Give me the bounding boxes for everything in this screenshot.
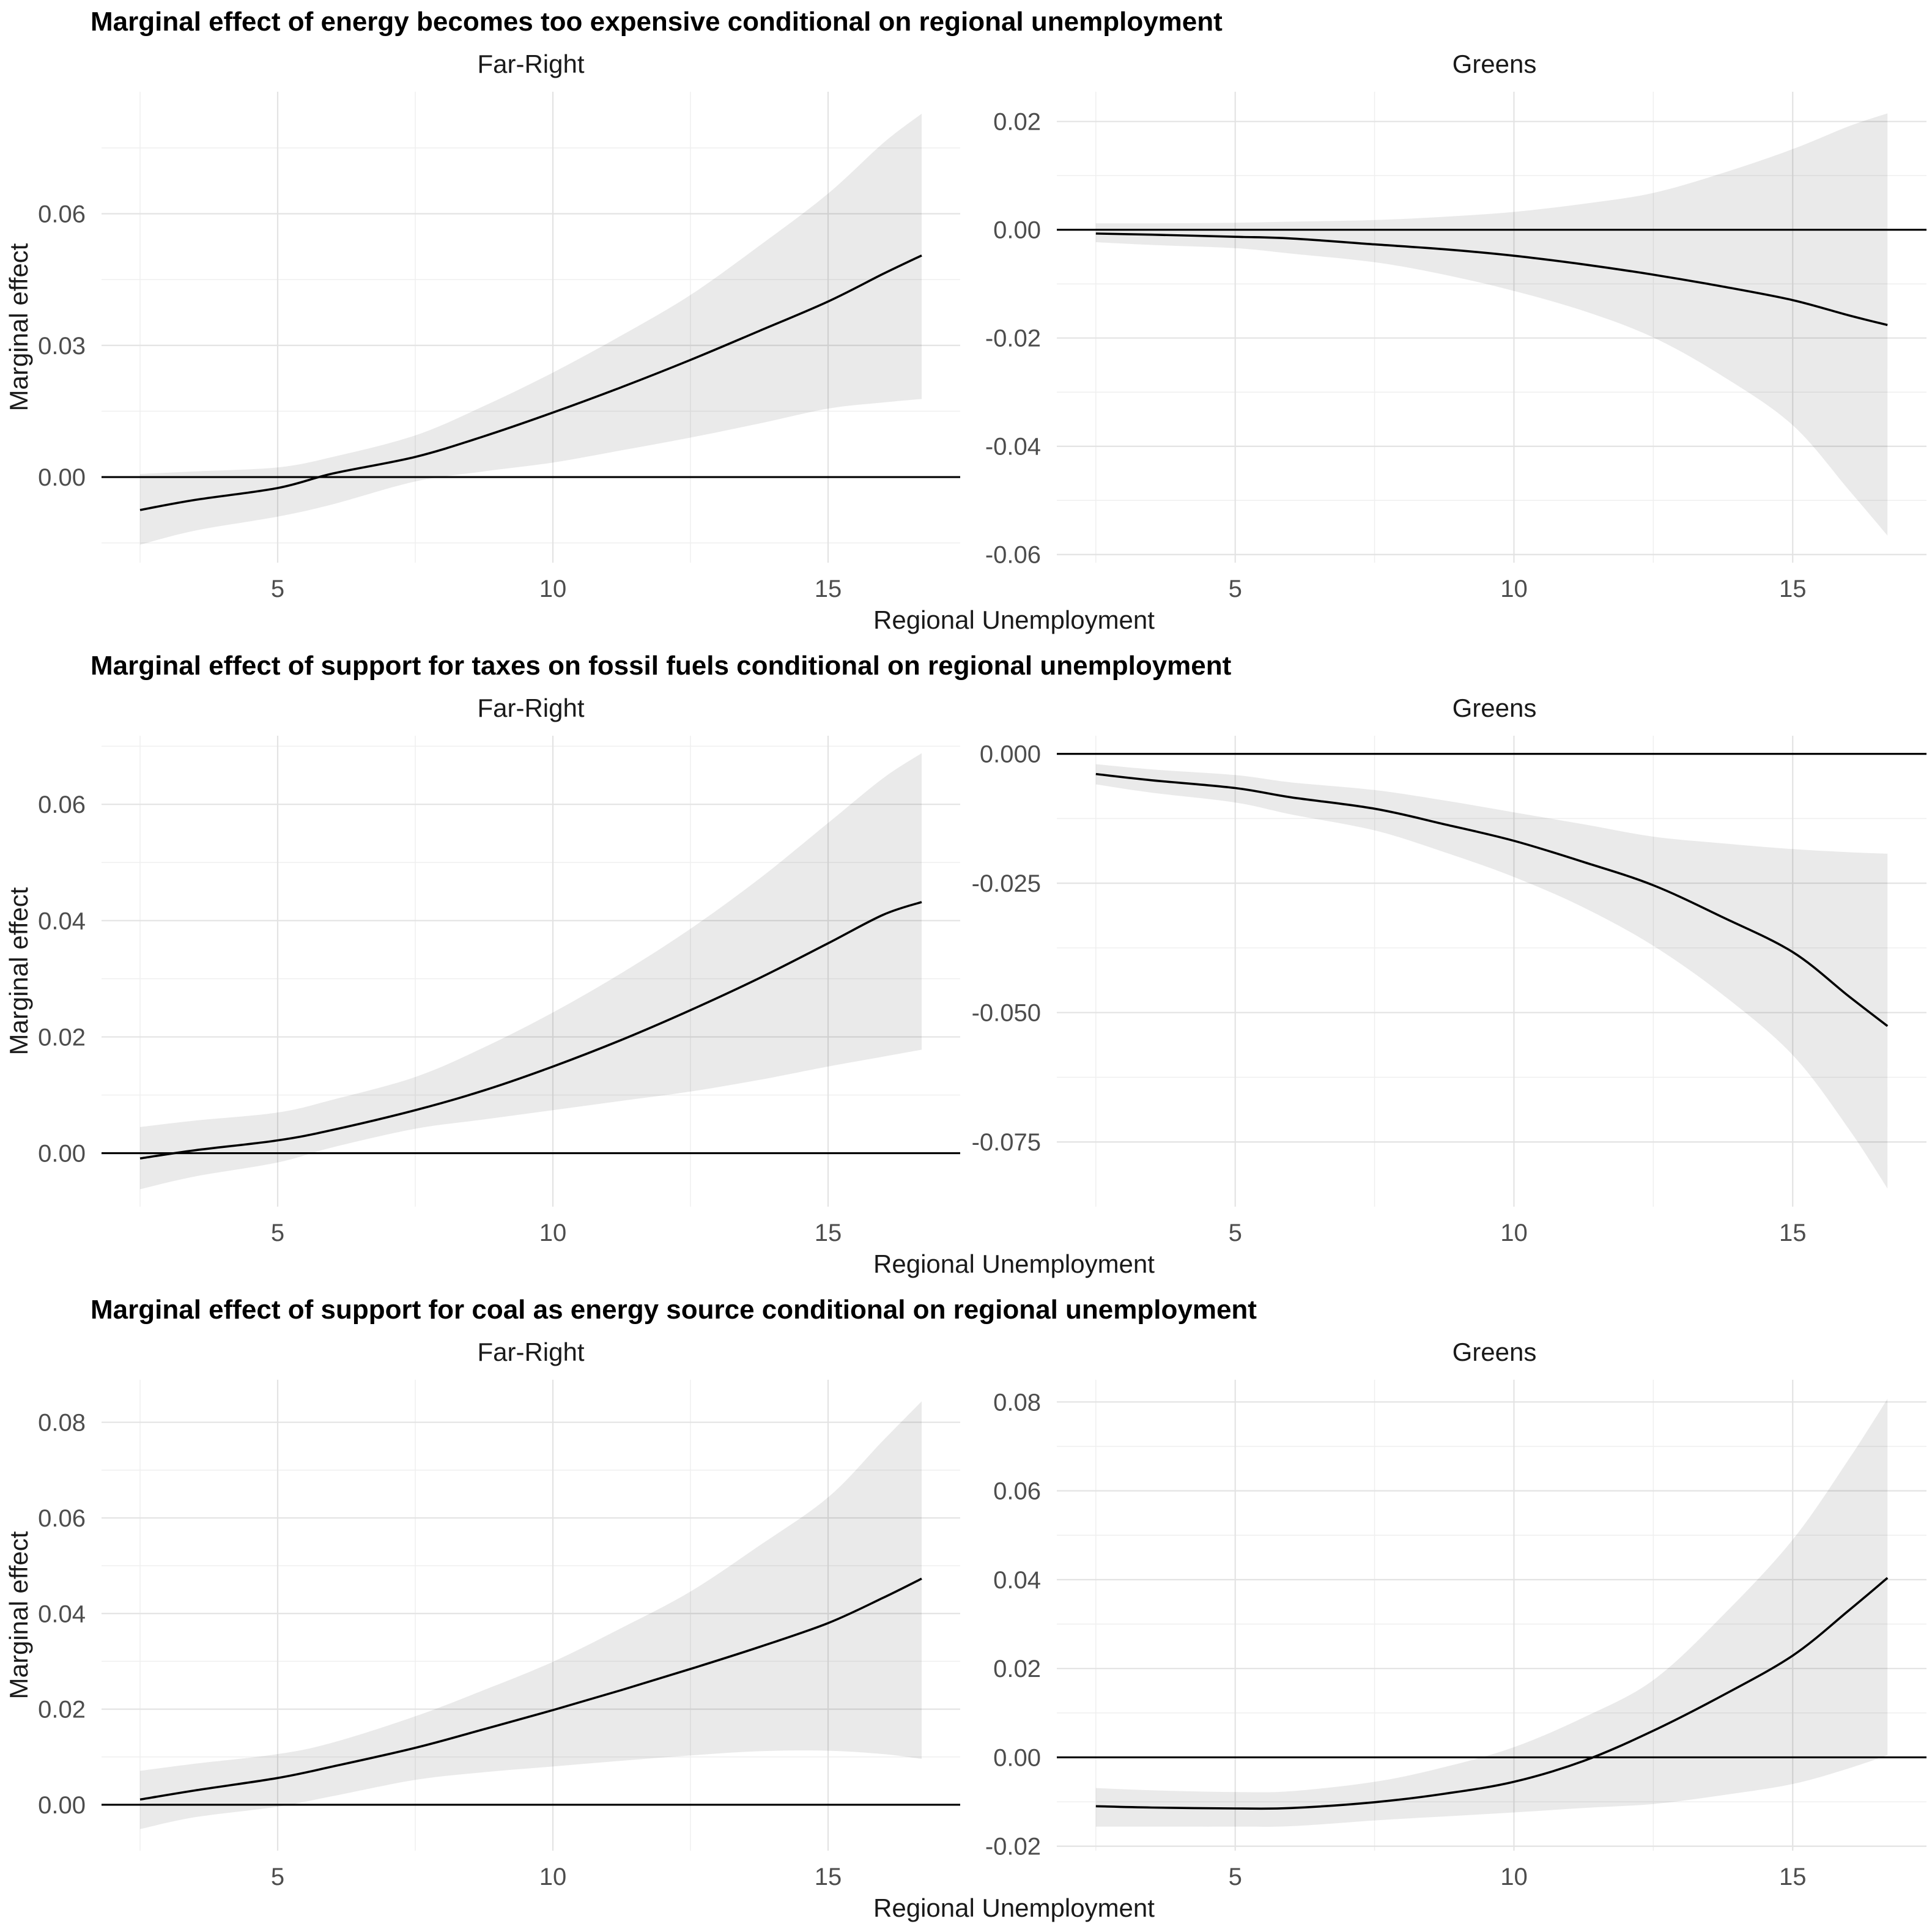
y-tick-label: -0.075	[972, 1129, 1041, 1156]
y-axis-title: Marginal effect	[4, 887, 33, 1056]
plot-panel-greens: 0.02 0.00 -0.02 -0.04 -0.06 5 10 15	[985, 92, 1926, 602]
plot-panel-greens: -0.02 0.00 0.02 0.04 0.06 0.08 5 10 15	[985, 1380, 1926, 1890]
x-tick-label: 5	[271, 576, 284, 602]
x-tick-label: 10	[1500, 1220, 1528, 1246]
chart-energy-too-expensive: Marginal effect of energy becomes too ex…	[0, 0, 1932, 644]
x-tick-label: 15	[815, 576, 842, 602]
x-tick-label: 10	[539, 576, 567, 602]
panel-far-right: Far-Right 0.00 0.02 0.04 0.06 5 10 15	[38, 683, 960, 1251]
x-tick-label: 5	[1229, 576, 1242, 602]
x-axis-title: Regional Unemployment	[873, 605, 1155, 634]
y-tick-label: 0.00	[38, 1792, 86, 1819]
y-tick-label: 0.00	[38, 1141, 86, 1168]
fit-line	[1095, 232, 1888, 327]
plot-panel-far-right: 0.00 0.02 0.04 0.06 5 10 15	[38, 736, 960, 1246]
y-axis-title-column: Marginal effect	[0, 1327, 38, 1895]
x-tick-label: 15	[815, 1864, 842, 1890]
y-tick-label: 0.02	[38, 1024, 86, 1051]
plot-panel-greens: 0.000 -0.025 -0.050 -0.075 5 10 15	[972, 736, 1926, 1246]
y-tick-label: -0.04	[985, 434, 1041, 461]
confidence-ribbon	[140, 753, 922, 1190]
fit-line	[1095, 772, 1889, 1027]
x-tick-label: 15	[815, 1220, 842, 1246]
facet-label-greens: Greens	[1452, 50, 1537, 78]
x-tick-label: 10	[539, 1864, 567, 1890]
panel-greens: Greens 0.02 0.00 -0.02 -0.04 -0.06 5 10 15	[960, 39, 1932, 607]
y-tick-label: 0.00	[993, 217, 1041, 244]
y-tick-label: 0.00	[38, 464, 86, 491]
x-axis-title: Regional Unemployment	[873, 1893, 1155, 1922]
y-tick-label: 0.02	[38, 1697, 86, 1723]
chart-title: Marginal effect of support for coal as e…	[91, 1295, 1257, 1325]
y-tick-label: -0.06	[985, 542, 1041, 569]
y-tick-label: 0.00	[993, 1744, 1041, 1771]
panel-greens: Greens 0.000 -0.025 -0.050 -0.075 5 10 15	[960, 683, 1932, 1251]
y-tick-label: 0.02	[993, 109, 1041, 136]
confidence-ribbon	[140, 1401, 922, 1829]
chart-coal-energy-source: Marginal effect of support for coal as e…	[0, 1288, 1932, 1932]
chart-body: Marginal effect Far-Right 0.00 0.02 0.04 0.…	[0, 683, 1932, 1251]
confidence-ribbon	[140, 113, 922, 545]
confidence-ribbon	[1095, 764, 1888, 1189]
facet-label-greens: Greens	[1452, 1338, 1537, 1366]
facet-label-far-right: Far-Right	[477, 50, 585, 78]
fit-line	[139, 1577, 922, 1801]
y-tick-label: 0.06	[38, 201, 86, 228]
chart-taxes-fossil-fuels: Marginal effect of support for taxes on …	[0, 644, 1932, 1288]
fit-line	[139, 254, 922, 511]
x-tick-label: 5	[271, 1864, 284, 1890]
facet-label-greens: Greens	[1452, 694, 1537, 722]
y-tick-label: 0.06	[993, 1478, 1041, 1505]
y-axis-title: Marginal effect	[4, 1531, 33, 1700]
chart-body: Marginal effect Far-Right 0.00 0.03 0.06 5 1…	[0, 39, 1932, 607]
y-axis-title-column: Marginal effect	[0, 39, 38, 607]
x-tick-label: 5	[1229, 1220, 1242, 1246]
chart-title: Marginal effect of energy becomes too ex…	[91, 7, 1223, 37]
x-axis-title: Regional Unemployment	[873, 1249, 1155, 1278]
y-tick-label: 0.08	[38, 1410, 86, 1437]
confidence-ribbon	[1095, 113, 1888, 536]
x-tick-label: 15	[1779, 576, 1807, 602]
panel-greens: Greens -0.02 0.00 0.02 0.04 0.06 0.08 5 10 15	[960, 1327, 1932, 1895]
fit-line	[139, 901, 922, 1160]
chart-body: Marginal effect Far-Right 0.00 0.02 0.04 0.…	[0, 1327, 1932, 1895]
y-tick-label: 0.02	[993, 1656, 1041, 1682]
fit-line	[1095, 1577, 1889, 1810]
facet-panels: Far-Right 0.00 0.02 0.04 0.06 5 10 15 Greens 0…	[38, 683, 1932, 1251]
plot-panel-far-right: 0.00 0.02 0.04 0.06 0.08 5 10 15	[38, 1380, 960, 1890]
y-tick-label: 0.06	[38, 1505, 86, 1532]
y-tick-label: 0.06	[38, 791, 86, 818]
y-tick-label: 0.000	[980, 741, 1041, 768]
x-tick-label: 15	[1779, 1220, 1807, 1246]
y-axis-title-column: Marginal effect	[0, 683, 38, 1251]
x-tick-label: 10	[1500, 1864, 1528, 1890]
facet-label-far-right: Far-Right	[477, 1338, 585, 1366]
x-tick-label: 15	[1779, 1864, 1807, 1890]
y-tick-label: 0.04	[993, 1567, 1041, 1594]
y-tick-label: -0.02	[985, 1834, 1041, 1860]
confidence-ribbon	[1095, 1399, 1888, 1827]
facet-panels: Far-Right 0.00 0.03 0.06 5 10 15 Greens 0.02 0…	[38, 39, 1932, 607]
y-tick-label: 0.04	[38, 908, 86, 935]
y-tick-label: 0.08	[993, 1389, 1041, 1416]
y-tick-label: 0.04	[38, 1601, 86, 1627]
facet-label-far-right: Far-Right	[477, 694, 585, 722]
plot-panel-far-right: 0.00 0.03 0.06 5 10 15	[38, 92, 960, 602]
panel-far-right: Far-Right 0.00 0.03 0.06 5 10 15	[38, 39, 960, 607]
panel-far-right: Far-Right 0.00 0.02 0.04 0.06 0.08 5 10 15	[38, 1327, 960, 1895]
y-tick-label: -0.02	[985, 325, 1041, 352]
x-tick-label: 10	[1500, 576, 1528, 602]
y-axis-title: Marginal effect	[4, 243, 33, 412]
y-tick-label: -0.025	[972, 870, 1041, 897]
x-tick-label: 5	[1229, 1864, 1242, 1890]
y-tick-label: 0.03	[38, 333, 86, 360]
x-tick-label: 5	[271, 1220, 284, 1246]
facet-panels: Far-Right 0.00 0.02 0.04 0.06 0.08 5 10 15 Gree…	[38, 1327, 1932, 1895]
chart-title: Marginal effect of support for taxes on …	[91, 651, 1232, 681]
y-tick-label: -0.050	[972, 1000, 1041, 1027]
x-tick-label: 10	[539, 1220, 567, 1246]
